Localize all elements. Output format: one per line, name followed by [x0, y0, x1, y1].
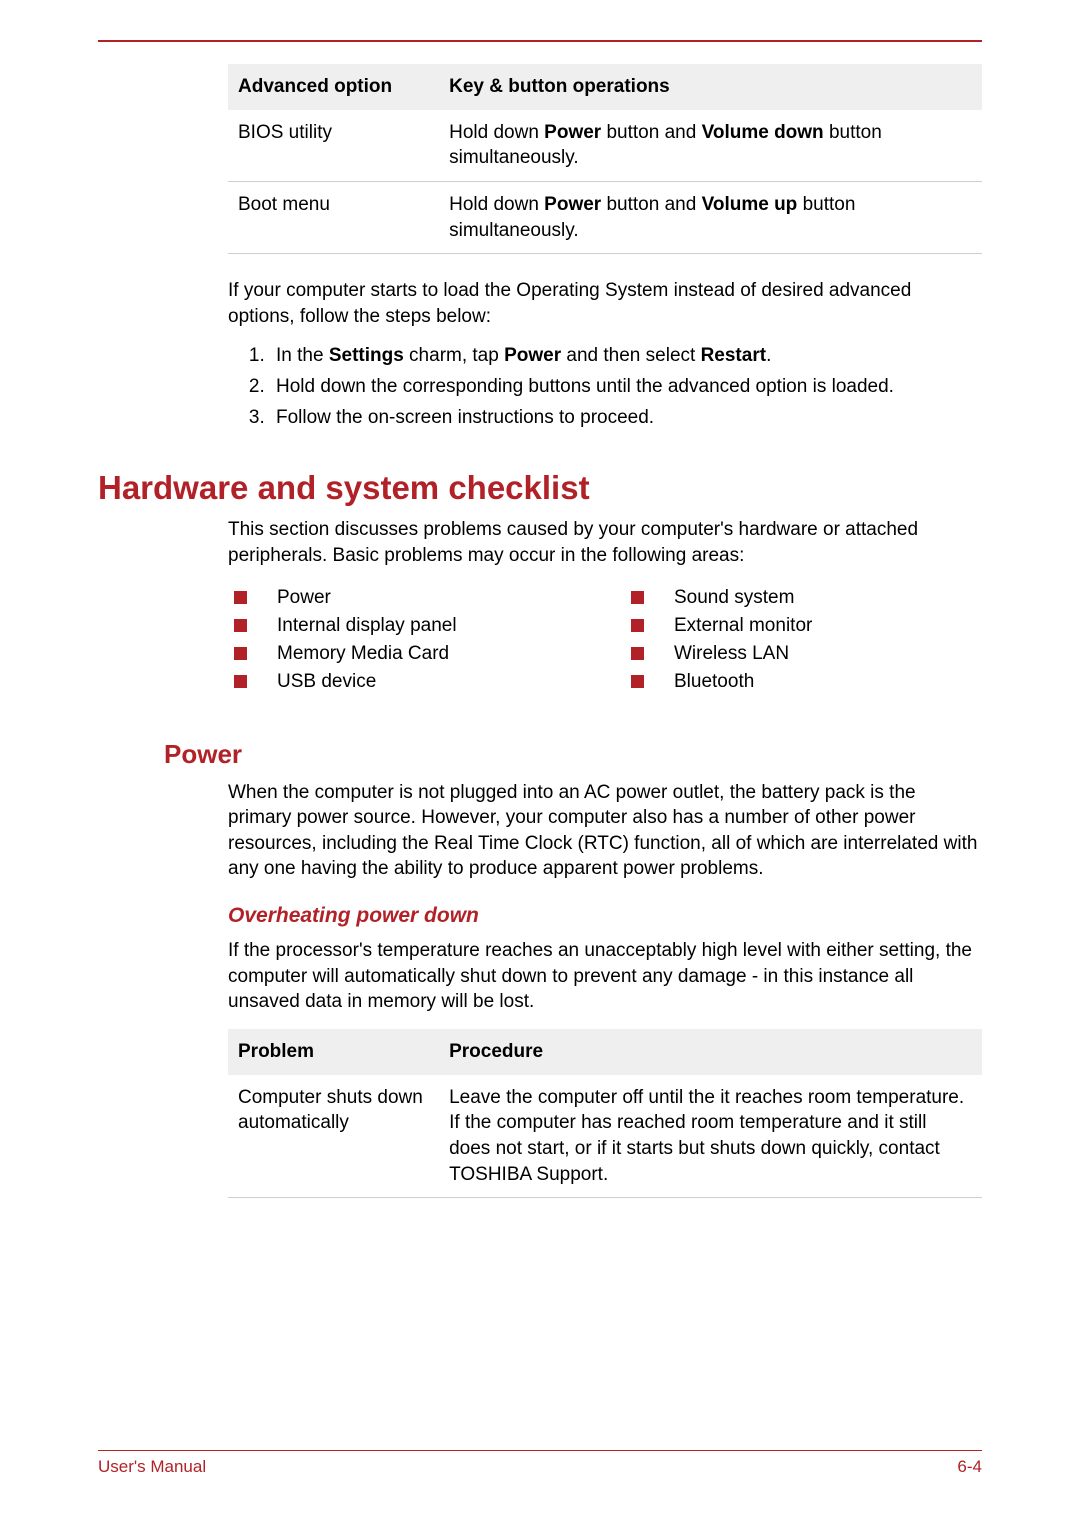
list-item: Sound system — [625, 587, 982, 609]
table1-head-col1: Advanced option — [228, 64, 439, 110]
list-item: External monitor — [625, 615, 982, 637]
table-row: Computer shuts down automatically Leave … — [228, 1075, 982, 1198]
area-label: USB device — [277, 671, 376, 693]
hardware-intro-paragraph: This section discusses problems caused b… — [228, 517, 982, 568]
step-item: Hold down the corresponding buttons unti… — [270, 374, 982, 401]
bullet-icon — [234, 647, 247, 660]
page-footer: User's Manual 6-4 — [98, 1450, 982, 1477]
bullet-icon — [631, 591, 644, 604]
list-item: USB device — [228, 671, 585, 693]
area-label: Memory Media Card — [277, 643, 449, 665]
table1-r0-c1: BIOS utility — [228, 110, 439, 182]
table2-r0-c2: Leave the computer off until the it reac… — [439, 1075, 982, 1198]
area-label: Bluetooth — [674, 671, 754, 693]
step-item: In the Settings charm, tap Power and the… — [270, 343, 982, 370]
subsubsection-heading-overheating: Overheating power down — [228, 904, 982, 928]
table1-r1-c2: Hold down Power button and Volume up but… — [439, 181, 982, 253]
bullet-icon — [631, 675, 644, 688]
list-item: Bluetooth — [625, 671, 982, 693]
area-label: Internal display panel — [277, 615, 457, 637]
table-row: Boot menu Hold down Power button and Vol… — [228, 181, 982, 253]
table2-r0-c1: Computer shuts down automatically — [228, 1075, 439, 1198]
areas-columns: Power Internal display panel Memory Medi… — [228, 587, 982, 699]
table1-head-col2: Key & button operations — [439, 64, 982, 110]
area-label: Wireless LAN — [674, 643, 789, 665]
list-item: Internal display panel — [228, 615, 585, 637]
problem-procedure-table: Problem Procedure Computer shuts down au… — [228, 1029, 982, 1198]
areas-left-list: Power Internal display panel Memory Medi… — [228, 587, 585, 699]
bullet-icon — [631, 619, 644, 632]
footer-right: 6-4 — [957, 1457, 982, 1477]
table2-head-col2: Procedure — [439, 1029, 982, 1075]
list-item: Wireless LAN — [625, 643, 982, 665]
options-table-block: Advanced option Key & button operations … — [228, 64, 982, 431]
table2-head-col1: Problem — [228, 1029, 439, 1075]
list-item: Power — [228, 587, 585, 609]
steps-list: In the Settings charm, tap Power and the… — [228, 343, 982, 431]
bullet-icon — [234, 591, 247, 604]
areas-right-list: Sound system External monitor Wireless L… — [625, 587, 982, 699]
section-heading-hardware: Hardware and system checklist — [98, 469, 982, 507]
bullet-icon — [234, 619, 247, 632]
step-item: Follow the on-screen instructions to pro… — [270, 405, 982, 432]
table1-r1-c1: Boot menu — [228, 181, 439, 253]
subsection-heading-power: Power — [164, 739, 982, 770]
bullet-icon — [631, 647, 644, 660]
hardware-intro-block: This section discusses problems caused b… — [228, 517, 982, 698]
bullet-icon — [234, 675, 247, 688]
overheating-paragraph: If the processor's temperature reaches a… — [228, 938, 982, 1015]
power-paragraph: When the computer is not plugged into an… — [228, 780, 982, 883]
footer-left: User's Manual — [98, 1457, 206, 1477]
table-row: BIOS utility Hold down Power button and … — [228, 110, 982, 182]
intro-paragraph: If your computer starts to load the Oper… — [228, 278, 982, 329]
list-item: Memory Media Card — [228, 643, 585, 665]
top-rule — [98, 40, 982, 42]
area-label: Sound system — [674, 587, 794, 609]
power-block: When the computer is not plugged into an… — [228, 780, 982, 1199]
advanced-options-table: Advanced option Key & button operations … — [228, 64, 982, 254]
table1-r0-c2: Hold down Power button and Volume down b… — [439, 110, 982, 182]
area-label: External monitor — [674, 615, 812, 637]
area-label: Power — [277, 587, 331, 609]
